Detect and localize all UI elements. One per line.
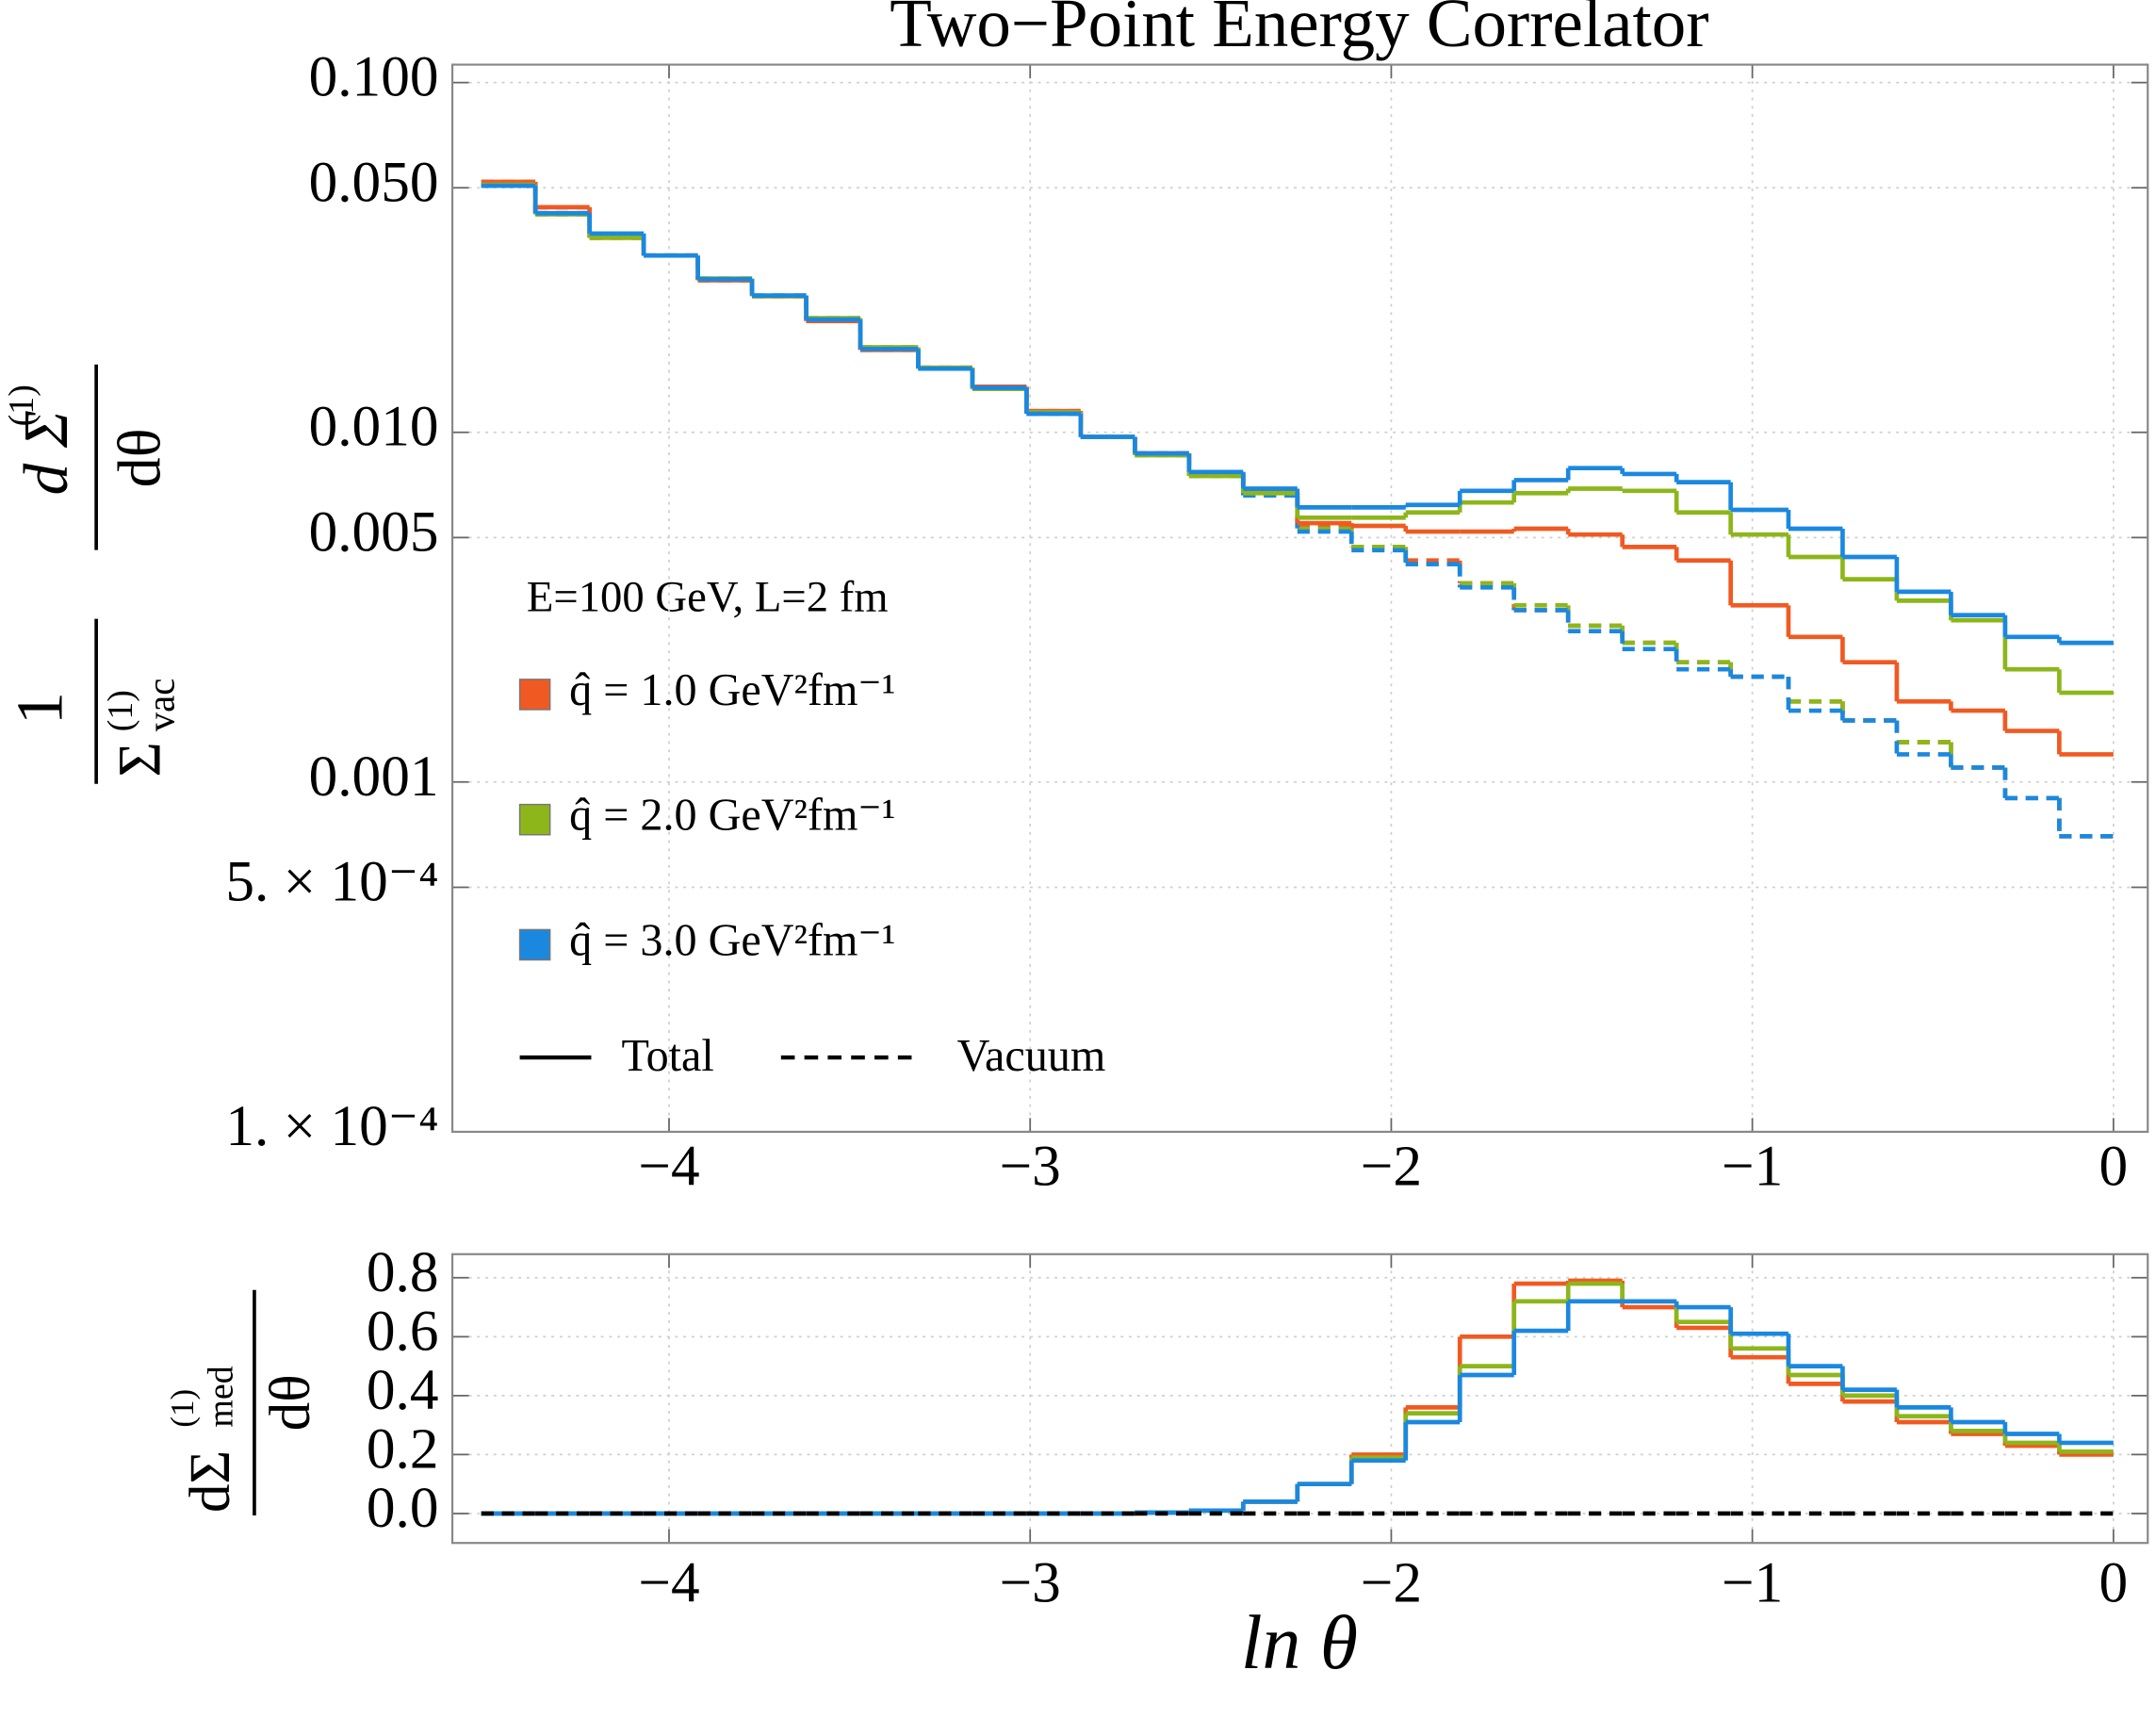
y-axis-label: dΣ [178, 1450, 242, 1513]
y-axis-label: (1) [164, 1389, 201, 1428]
legend-label: q̂ = 3.0 GeV²fm⁻¹ [569, 916, 895, 966]
chart-title: Two−Point Energy Correlator [890, 0, 1708, 61]
y-axis-label: 1 [5, 692, 77, 725]
x-tick-label: −4 [638, 1134, 699, 1198]
y-axis-label: dθ [106, 428, 172, 487]
legend-swatch [518, 928, 551, 961]
x-tick-label: −3 [1000, 1134, 1061, 1198]
x-axis-label: ln θ [1241, 1599, 1358, 1685]
plot-frame [450, 63, 2149, 1134]
y-axis-label: med [202, 1366, 241, 1427]
y-tick-label: 0.005 [309, 499, 439, 564]
y-axis-label-group: dΣ (1) med dθ [164, 1289, 322, 1516]
y-tick-label: 0.8 [367, 1240, 439, 1304]
y-axis-label: dθ [258, 1374, 322, 1431]
y-tick-label: 0.010 [309, 395, 439, 459]
x-tick-label: −2 [1361, 1550, 1422, 1614]
y-tick-label: 0.001 [309, 745, 439, 809]
y-tick-label: 0.0 [367, 1476, 439, 1540]
y-axis-label: (1) [2, 385, 41, 426]
annotation: E=100 GeV, L=2 fm [527, 572, 889, 621]
x-tick-label: −2 [1361, 1134, 1422, 1198]
y-axis-label: d Σ [10, 410, 81, 495]
y-axis-label: (1) [101, 690, 140, 731]
legend-swatch [518, 803, 551, 836]
legend-label: Vacuum [957, 1031, 1106, 1081]
y-tick-label: 0.4 [367, 1358, 439, 1422]
y-tick-label: 0.6 [367, 1299, 439, 1363]
x-tick-label: −1 [1722, 1134, 1783, 1198]
x-tick-label: 0 [2099, 1134, 2129, 1198]
legend-label: Total [622, 1031, 714, 1081]
legend-label: q̂ = 2.0 GeV²fm⁻¹ [569, 791, 895, 841]
plot-frame [450, 1252, 2149, 1545]
legend-label: q̂ = 1.0 GeV²fm⁻¹ [569, 665, 895, 715]
y-axis-label: Σ [106, 742, 172, 777]
x-tick-label: −1 [1722, 1550, 1783, 1614]
x-tick-label: −4 [638, 1550, 699, 1614]
y-tick-label: 0.050 [309, 150, 439, 214]
y-tick-label: 5. × 10⁻⁴ [225, 850, 438, 914]
y-tick-label: 1. × 10⁻⁴ [225, 1094, 438, 1158]
x-tick-label: 0 [2099, 1550, 2129, 1614]
y-tick-label: 0.100 [309, 45, 439, 109]
y-axis-label: vac [139, 679, 182, 732]
x-tick-label: −3 [1000, 1550, 1061, 1614]
legend-swatch [518, 679, 551, 711]
y-tick-label: 0.2 [367, 1416, 439, 1481]
